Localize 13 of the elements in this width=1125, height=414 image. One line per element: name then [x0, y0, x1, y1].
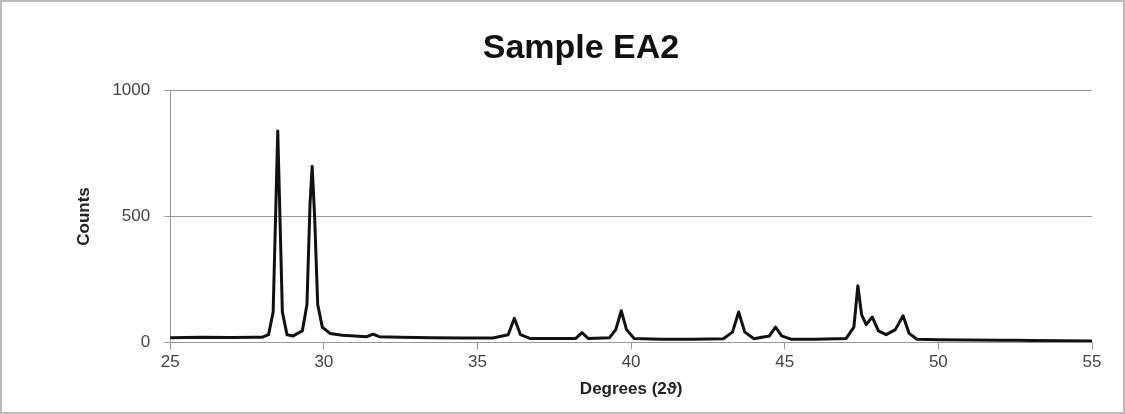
- y-tick-label: 500: [121, 206, 151, 226]
- x-tick-label: 45: [775, 352, 795, 372]
- x-tick-label: 35: [468, 352, 487, 372]
- y-axis-title: Counts: [73, 187, 93, 246]
- x-axis-title: Degrees (2ϑ): [579, 379, 683, 399]
- y-tick-label: 1000: [112, 80, 151, 100]
- y-tick-label: 0: [140, 331, 151, 351]
- x-tick-label: 55: [1082, 352, 1102, 372]
- chart-title: Sample EA2: [482, 26, 680, 65]
- x-tick-label: 40: [621, 352, 641, 372]
- x-tick-label: 25: [160, 352, 180, 372]
- x-tick-label: 50: [928, 352, 948, 372]
- x-tick-label: 30: [314, 352, 334, 372]
